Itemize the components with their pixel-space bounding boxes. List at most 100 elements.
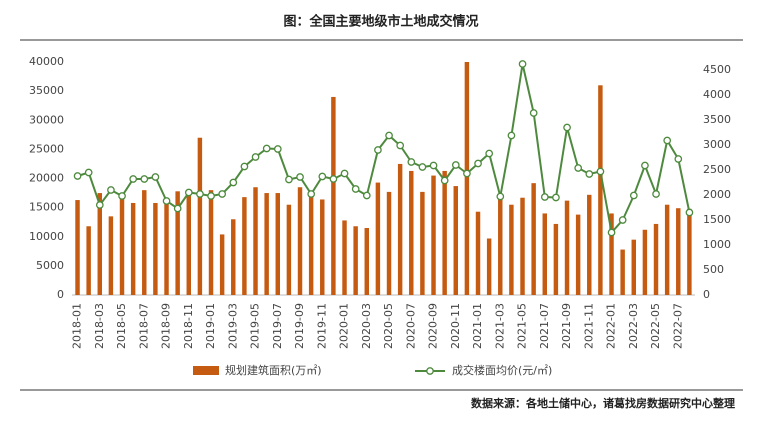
line-marker bbox=[296, 173, 304, 181]
line-marker bbox=[507, 131, 516, 140]
legend-swatch bbox=[193, 366, 219, 375]
x-tick-label: 2018-07 bbox=[137, 303, 150, 349]
line-marker bbox=[362, 191, 371, 200]
bar bbox=[386, 191, 392, 295]
x-tick-label: 2022-07 bbox=[671, 303, 684, 349]
line-marker bbox=[196, 190, 204, 198]
bar bbox=[397, 163, 403, 295]
x-tick-label: 2018-05 bbox=[115, 303, 128, 349]
bar bbox=[364, 228, 369, 295]
line-marker bbox=[229, 178, 238, 187]
line-marker bbox=[396, 141, 405, 150]
y2-tick-label: 2000 bbox=[703, 188, 731, 201]
bar bbox=[531, 183, 536, 295]
line-marker bbox=[629, 191, 638, 200]
x-tick-label: 2021-05 bbox=[516, 303, 529, 349]
line-marker bbox=[173, 204, 182, 213]
line-marker bbox=[318, 172, 327, 181]
bar bbox=[197, 137, 203, 295]
line-marker bbox=[273, 145, 282, 153]
bar bbox=[620, 249, 625, 295]
line-marker bbox=[218, 190, 227, 198]
y-tick-label: 25000 bbox=[29, 142, 64, 155]
bar bbox=[642, 229, 648, 295]
bar bbox=[130, 202, 136, 295]
line-marker bbox=[351, 185, 360, 193]
y2-tick-label: 1000 bbox=[703, 238, 731, 251]
x-tick-label: 2019-05 bbox=[249, 303, 262, 349]
line-marker bbox=[663, 136, 672, 145]
bar bbox=[420, 191, 425, 295]
line-marker bbox=[440, 176, 449, 185]
y-tick-label: 20000 bbox=[29, 172, 64, 185]
bar bbox=[142, 190, 147, 295]
x-tick-label: 2021-03 bbox=[493, 303, 506, 349]
x-tick-label: 2019-09 bbox=[293, 303, 306, 349]
line-marker bbox=[374, 146, 382, 154]
bar bbox=[375, 182, 381, 295]
line-marker bbox=[285, 175, 293, 184]
line-marker bbox=[418, 163, 427, 171]
x-tick-label: 2021-09 bbox=[560, 303, 573, 349]
line-marker bbox=[307, 190, 316, 198]
line-marker bbox=[563, 123, 571, 132]
line-marker bbox=[129, 175, 138, 183]
y-tick-label: 35000 bbox=[29, 84, 64, 97]
bar bbox=[509, 204, 514, 295]
y2-tick-label: 0 bbox=[703, 288, 710, 301]
line bbox=[77, 63, 691, 235]
line-marker bbox=[251, 153, 260, 161]
bar bbox=[664, 204, 670, 295]
y2-tick-label: 4000 bbox=[703, 88, 731, 101]
bar bbox=[431, 175, 436, 295]
line-marker bbox=[407, 158, 416, 166]
line-marker bbox=[73, 172, 82, 180]
y2-tick-label: 1500 bbox=[703, 213, 731, 226]
bar bbox=[253, 187, 258, 295]
y-tick-label: 0 bbox=[57, 288, 64, 301]
x-tick-label: 2019-11 bbox=[315, 303, 328, 349]
bar bbox=[86, 226, 91, 295]
bar bbox=[553, 223, 559, 295]
y-tick-label: 40000 bbox=[29, 55, 64, 68]
bar bbox=[175, 191, 180, 295]
y2-tick-label: 4500 bbox=[703, 63, 731, 76]
bar bbox=[520, 197, 525, 295]
y2-tick-label: 3500 bbox=[703, 113, 731, 126]
line-marker bbox=[474, 159, 482, 168]
line-marker bbox=[607, 228, 616, 237]
line-marker bbox=[641, 161, 649, 170]
x-tick-label: 2020-01 bbox=[338, 303, 351, 349]
line-marker bbox=[429, 161, 438, 170]
line-marker bbox=[84, 168, 93, 177]
x-tick-label: 2020-07 bbox=[404, 303, 417, 349]
bar bbox=[653, 223, 659, 295]
line-marker bbox=[95, 201, 104, 209]
line-marker bbox=[552, 193, 560, 202]
y-tick-label: 15000 bbox=[29, 201, 64, 214]
bar bbox=[564, 200, 570, 295]
line-marker bbox=[151, 173, 160, 181]
y2-tick-label: 3000 bbox=[703, 138, 731, 151]
line-marker bbox=[451, 161, 460, 169]
bar bbox=[486, 238, 492, 295]
line-marker bbox=[674, 155, 683, 163]
bar bbox=[609, 213, 614, 295]
bar bbox=[286, 204, 292, 295]
bar bbox=[308, 193, 314, 295]
bar bbox=[631, 239, 636, 295]
bar bbox=[542, 213, 547, 295]
bar bbox=[442, 170, 447, 295]
bar bbox=[353, 226, 358, 295]
bar bbox=[219, 234, 225, 295]
bar bbox=[231, 219, 236, 295]
line-marker bbox=[518, 60, 527, 68]
line-marker bbox=[596, 167, 605, 176]
bar bbox=[342, 220, 347, 295]
line-marker bbox=[329, 175, 338, 183]
bar bbox=[464, 62, 470, 295]
line-marker bbox=[540, 193, 549, 201]
bar bbox=[409, 170, 414, 295]
legend-marker bbox=[426, 367, 434, 375]
